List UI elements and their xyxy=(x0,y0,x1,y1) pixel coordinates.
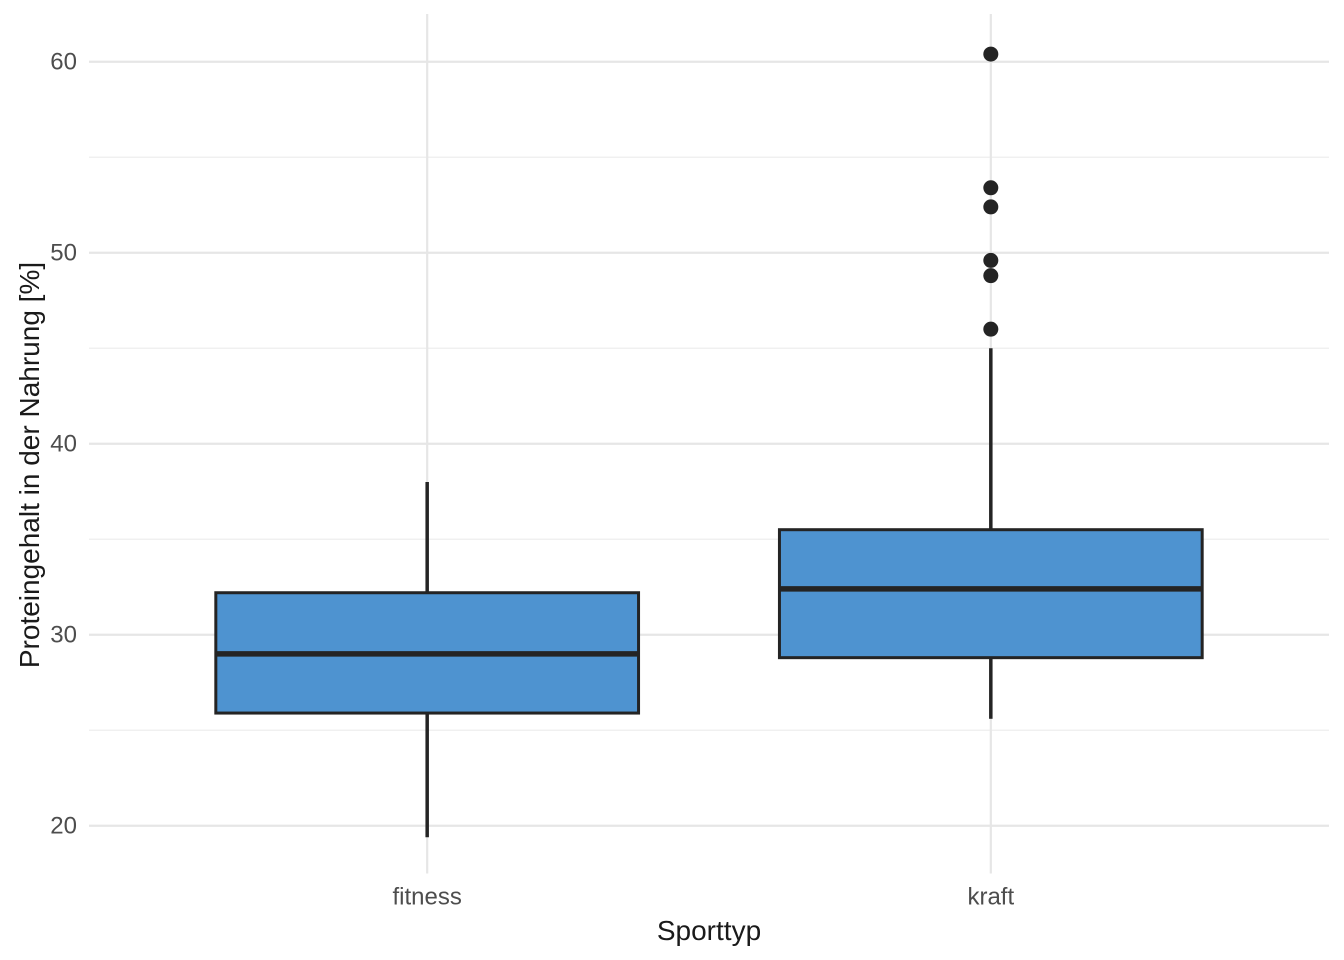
outlier-point-kraft xyxy=(983,252,999,268)
y-tick-label: 30 xyxy=(50,621,77,648)
x-tick-label: kraft xyxy=(967,884,1014,911)
outlier-point-kraft xyxy=(983,321,999,337)
y-tick-label: 50 xyxy=(50,239,77,266)
box-kraft xyxy=(777,528,1204,660)
x-tick-label: fitness xyxy=(392,884,461,911)
x-axis-title: Sporttyp xyxy=(656,915,762,946)
outlier-point-kraft xyxy=(983,268,999,284)
outlier-point-kraft xyxy=(983,180,999,196)
y-tick-label: 20 xyxy=(50,812,77,839)
outlier-point-kraft xyxy=(983,199,999,215)
outlier-point-kraft xyxy=(983,46,999,62)
y-tick-label: 60 xyxy=(50,48,77,75)
y-axis-title: Proteingehalt in der Nahrung [%] xyxy=(14,261,45,669)
y-tick-label: 40 xyxy=(50,430,77,457)
